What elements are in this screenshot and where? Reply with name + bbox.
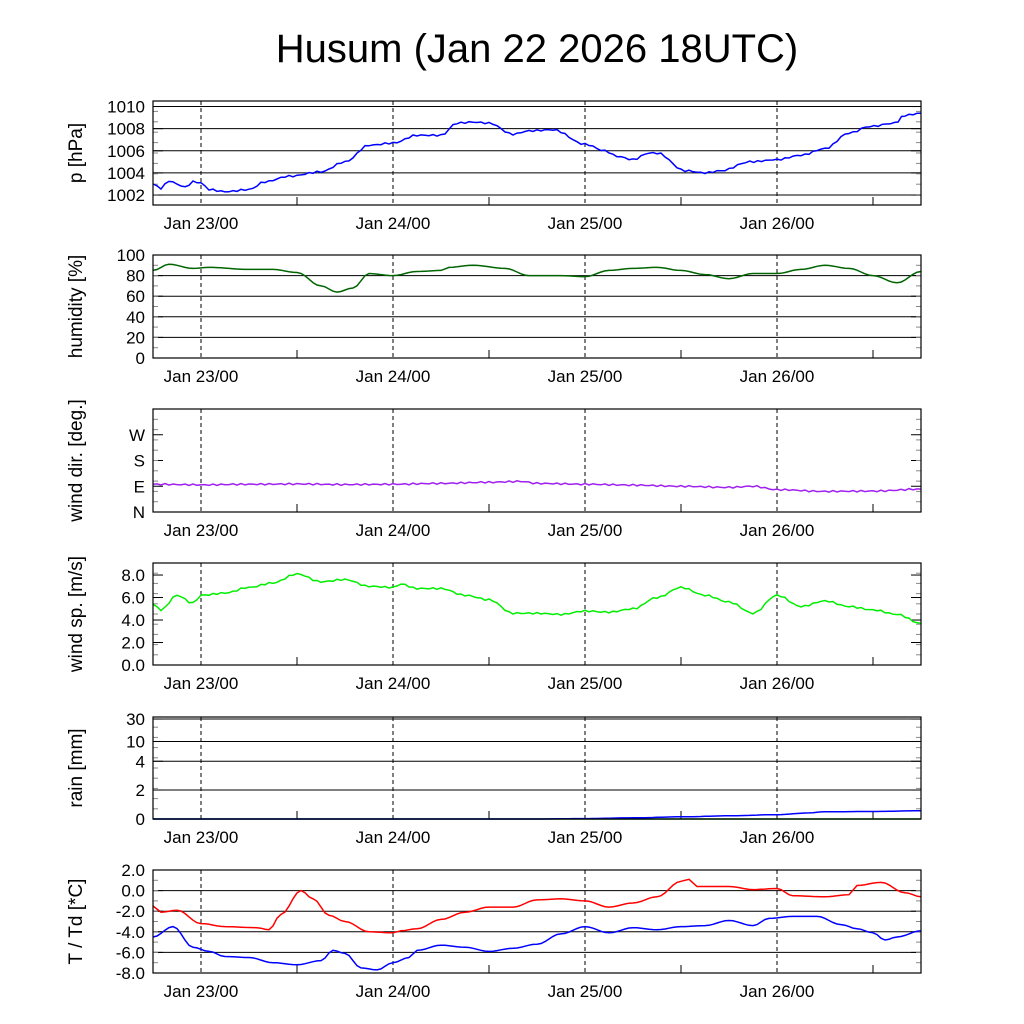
y-tick-label: 30 <box>126 710 145 729</box>
panel-wind_speed: 0.0 2.0 4.0 6.0 8.0 Jan 23/00 Jan 24/00 Jan 25/… <box>66 556 922 693</box>
series-td <box>152 915 922 971</box>
y-tick-label: 60 <box>126 287 145 306</box>
y-tick-label: 40 <box>126 308 145 327</box>
y-tick-label: 4 <box>136 752 145 771</box>
x-tick-label: Jan 24/00 <box>356 521 431 540</box>
y-tick-label: 2 <box>136 781 145 800</box>
x-tick-label: Jan 26/00 <box>740 674 815 693</box>
panel-frame <box>152 562 922 666</box>
series-wind-direction <box>152 480 922 493</box>
panel-frame <box>152 100 922 206</box>
x-tick-label: Jan 25/00 <box>548 982 623 1001</box>
x-tick-label: Jan 24/00 <box>356 674 431 693</box>
y-axis-label: wind dir. [deg.] <box>66 399 87 523</box>
y-axis-label: humidity [%] <box>66 255 87 358</box>
x-tick-label: Jan 23/00 <box>164 674 239 693</box>
x-tick-label: Jan 23/00 <box>164 521 239 540</box>
y-tick-label: E <box>134 477 145 496</box>
y-axis-label: rain [mm] <box>66 728 87 807</box>
y-tick-label: -6.0 <box>116 943 145 962</box>
y-tick-label: -8.0 <box>116 964 145 983</box>
y-tick-label: 1002 <box>107 186 145 205</box>
x-tick-label: Jan 25/00 <box>548 521 623 540</box>
series-accumulated-rain <box>153 809 922 820</box>
y-tick-label: 8.0 <box>121 566 145 585</box>
x-tick-label: Jan 26/00 <box>740 828 815 847</box>
y-tick-label: 2.0 <box>121 634 145 653</box>
y-tick-label: 20 <box>126 328 145 347</box>
x-tick-label: Jan 23/00 <box>164 828 239 847</box>
series-wind-speed <box>152 572 922 625</box>
x-tick-label: Jan 25/00 <box>548 674 623 693</box>
y-axis-label: wind sp. [m/s] <box>66 556 87 673</box>
y-tick-label: 1010 <box>107 98 145 117</box>
y-tick-label: 4.0 <box>121 611 145 630</box>
series-t <box>152 878 922 934</box>
x-tick-label: Jan 25/00 <box>548 214 623 233</box>
y-tick-label: 6.0 <box>121 589 145 608</box>
panel-frame <box>152 869 922 974</box>
y-tick-label: N <box>133 503 145 522</box>
y-tick-label: 0 <box>136 810 145 829</box>
x-tick-label: Jan 24/00 <box>356 828 431 847</box>
x-tick-label: Jan 23/00 <box>164 982 239 1001</box>
panel-pressure: 1002 1004 1006 1008 1010 Jan 23/00 Jan 24/00 Ja… <box>66 98 922 233</box>
panel-frame <box>152 408 922 513</box>
x-tick-label: Jan 26/00 <box>740 521 815 540</box>
panel-frame <box>152 716 922 820</box>
y-axis-label: T / Td [*C] <box>66 879 87 965</box>
y-tick-label: W <box>129 426 145 445</box>
x-tick-label: Jan 25/00 <box>548 828 623 847</box>
chart-title: Husum (Jan 22 2026 18UTC) <box>276 27 798 71</box>
y-tick-label: 1004 <box>107 164 145 183</box>
x-tick-label: Jan 26/00 <box>740 982 815 1001</box>
y-tick-label: 1008 <box>107 120 145 139</box>
x-tick-label: Jan 26/00 <box>740 367 815 386</box>
y-tick-label: 1006 <box>107 142 145 161</box>
y-tick-label: -4.0 <box>116 923 145 942</box>
y-tick-label: 0.0 <box>121 656 145 675</box>
x-tick-label: Jan 24/00 <box>356 367 431 386</box>
y-tick-label: 2.0 <box>121 861 145 880</box>
panel-frame <box>152 254 922 359</box>
x-tick-label: Jan 24/00 <box>356 982 431 1001</box>
panel-rain: 0 2 410 30 Jan 23/00 Jan 24/00 Jan 25/00 Jan 26… <box>66 710 922 847</box>
y-tick-label: 80 <box>126 267 145 286</box>
y-tick-label: 100 <box>117 246 145 265</box>
y-tick-label: 0 <box>136 349 145 368</box>
x-tick-label: Jan 25/00 <box>548 367 623 386</box>
x-tick-label: Jan 23/00 <box>164 367 239 386</box>
x-tick-label: Jan 24/00 <box>356 214 431 233</box>
y-tick-label: 0.0 <box>121 882 145 901</box>
x-tick-label: Jan 23/00 <box>164 214 239 233</box>
y-tick-label: -2.0 <box>116 902 145 921</box>
series-humidity <box>152 263 922 293</box>
panel-temperature: -8.0 -6.0-4.0 -2.00.0 2.0 Jan 23/00 Jan 24/00… <box>66 861 922 1001</box>
y-axis-label: p [hPa] <box>66 123 87 183</box>
series-p <box>152 112 922 193</box>
x-tick-label: Jan 26/00 <box>740 214 815 233</box>
y-tick-label: 10 <box>126 732 145 751</box>
y-tick-label: S <box>134 452 145 471</box>
